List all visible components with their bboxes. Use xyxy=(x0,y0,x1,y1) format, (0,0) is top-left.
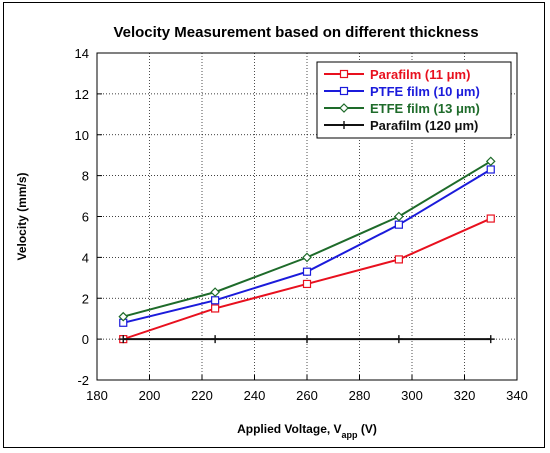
data-point xyxy=(394,335,403,344)
y-tick-label: 4 xyxy=(82,250,89,265)
legend-label: PTFE film (10 μm) xyxy=(370,84,480,99)
legend-marker xyxy=(339,69,349,79)
data-point xyxy=(118,311,129,322)
x-tick-label: 200 xyxy=(139,388,161,403)
axis-ticks: 180 200 220 240 260 280 300 320 340 -2 0 2 4 6 8 10 12 14 xyxy=(75,46,528,403)
data-point xyxy=(485,156,496,167)
legend-marker xyxy=(340,121,348,129)
x-tick-label: 300 xyxy=(401,388,423,403)
legend-marker xyxy=(339,86,349,96)
legend-item: PTFE film (10 μm) xyxy=(324,84,480,99)
legend-label: ETFE film (13 μm) xyxy=(370,101,480,116)
chart-frame: Velocity Measurement based on different … xyxy=(3,2,545,448)
x-tick-label: 340 xyxy=(506,388,528,403)
x-tick-label: 240 xyxy=(244,388,266,403)
series-4 xyxy=(119,335,495,344)
chart-title: Velocity Measurement based on different … xyxy=(113,24,478,41)
legend-label: Parafilm (11 μm) xyxy=(370,67,470,82)
data-point xyxy=(486,335,495,344)
data-point xyxy=(394,220,403,229)
y-tick-label: 10 xyxy=(75,128,89,143)
series-layer xyxy=(118,156,496,344)
series-2 xyxy=(119,165,495,327)
x-tick-label: 280 xyxy=(349,388,371,403)
data-point xyxy=(302,252,312,263)
x-tick-label: 260 xyxy=(296,388,318,403)
y-tick-label: 14 xyxy=(75,46,89,61)
legend-label: Parafilm (120 μm) xyxy=(370,118,478,133)
x-axis-label-main: Applied Voltage, V xyxy=(237,422,341,436)
data-point xyxy=(394,255,403,264)
legend-item: Parafilm (11 μm) xyxy=(324,67,470,82)
legend-item: ETFE film (13 μm) xyxy=(324,101,480,116)
y-tick-label: 12 xyxy=(75,87,89,102)
data-point xyxy=(302,279,312,289)
data-point xyxy=(486,214,495,223)
data-point xyxy=(486,165,495,174)
data-point xyxy=(210,287,220,297)
x-tick-label: 220 xyxy=(191,388,213,403)
x-axis-label-unit: (V) xyxy=(358,422,377,436)
y-tick-label: -2 xyxy=(77,373,89,388)
data-point xyxy=(119,335,128,344)
y-tick-label: 2 xyxy=(82,291,89,306)
velocity-chart: Velocity Measurement based on different … xyxy=(15,24,528,440)
y-tick-label: 0 xyxy=(82,332,89,347)
legend: Parafilm (11 μm) PTFE film (10 μm) ETFE fi… xyxy=(316,61,512,139)
legend-item: Parafilm (120 μm) xyxy=(324,118,478,133)
x-tick-label: 320 xyxy=(454,388,476,403)
data-point xyxy=(302,267,312,276)
data-point xyxy=(211,335,220,344)
data-point xyxy=(211,296,220,305)
legend-marker xyxy=(339,103,349,113)
data-point xyxy=(211,304,220,313)
y-tick-label: 6 xyxy=(82,210,89,225)
x-tick-label: 180 xyxy=(86,388,108,403)
x-axis-label-subscript: app xyxy=(342,430,359,440)
y-axis-label: Velocity (mm/s) xyxy=(15,172,29,260)
x-axis-label: Applied Voltage, Vapp (V) xyxy=(237,422,377,440)
data-point xyxy=(394,211,404,222)
y-tick-label: 8 xyxy=(82,169,89,184)
series-3 xyxy=(118,156,496,322)
data-point xyxy=(303,335,311,344)
